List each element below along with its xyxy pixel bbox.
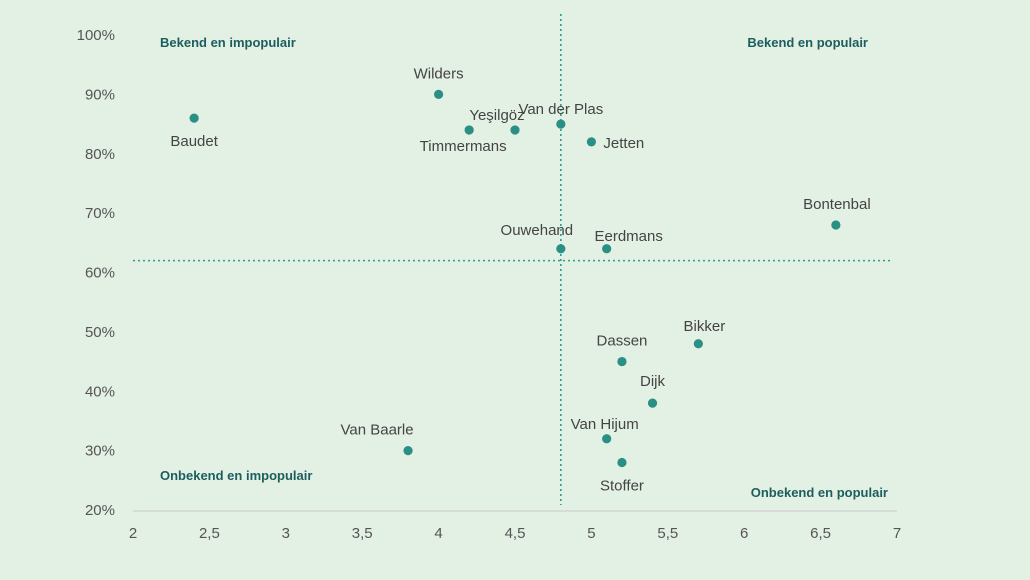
y-tick-label: 50% — [85, 324, 115, 341]
data-point — [586, 137, 597, 147]
data-point — [647, 398, 658, 408]
x-tick-label: 4,5 — [505, 525, 526, 542]
data-label: Dassen — [597, 333, 648, 350]
y-tick-label: 60% — [85, 265, 115, 282]
x-tick-label: 6 — [740, 525, 748, 542]
data-point — [602, 434, 612, 444]
x-tick-label: 6,5 — [810, 525, 831, 542]
data-point — [403, 446, 413, 456]
y-tick-label: 40% — [85, 383, 115, 400]
data-label: Bikker — [684, 318, 726, 335]
data-label: Bontenbal — [803, 196, 871, 213]
data-label: Baudet — [170, 133, 218, 150]
data-point — [464, 125, 474, 135]
x-tick-label: 7 — [893, 525, 901, 542]
y-tick-label: 90% — [85, 86, 115, 103]
data-label: Van Hijum — [571, 416, 639, 433]
data-label: Van der Plas — [518, 101, 603, 118]
data-point — [434, 89, 444, 99]
quadrant-bottom-right: Onbekend en populair — [751, 485, 888, 500]
x-tick-label: 3 — [282, 525, 290, 542]
quadrant-labels: Bekend en impopulair Bekend en populair … — [160, 35, 888, 500]
x-tick-label: 5,5 — [657, 525, 678, 542]
data-label: Wilders — [414, 65, 464, 82]
data-label: Timmermans — [420, 138, 507, 155]
data-label: Dijk — [640, 373, 665, 390]
y-tick-label: 100% — [77, 27, 115, 44]
y-tick-label: 70% — [85, 205, 115, 222]
data-point — [602, 244, 612, 254]
x-tick-label: 5 — [587, 525, 595, 542]
x-tick-label: 3,5 — [352, 525, 373, 542]
data-label: Yeşilgöz — [469, 107, 524, 124]
quadrant-top-right: Bekend en populair — [747, 35, 868, 50]
data-label: Van Baarle — [340, 422, 413, 439]
y-tick-label: 20% — [85, 502, 115, 519]
y-tick-label: 30% — [85, 443, 115, 460]
quadrant-bottom-left: Onbekend en impopulair — [160, 468, 312, 483]
x-tick-label: 4 — [434, 525, 442, 542]
y-tick-label: 80% — [85, 146, 115, 163]
x-axis-ticks: 2 2,5 3 3,5 4 4,5 5 5,5 6 6,5 7 — [129, 525, 901, 542]
x-tick-label: 2,5 — [199, 525, 220, 542]
data-point — [556, 119, 566, 129]
data-point — [556, 244, 566, 254]
quadrant-top-left: Bekend en impopulair — [160, 35, 296, 50]
y-axis-ticks: 20% 30% 40% 50% 60% 70% 80% 90% 100% — [77, 27, 115, 519]
data-point — [617, 356, 627, 367]
data-point — [510, 125, 520, 135]
data-label: Ouwehand — [501, 222, 574, 239]
data-point — [617, 457, 627, 468]
data-point — [693, 339, 703, 349]
data-point — [831, 220, 841, 230]
data-label: Jetten — [603, 135, 644, 152]
x-tick-label: 2 — [129, 525, 137, 542]
data-label: Eerdmans — [594, 228, 662, 245]
data-label: Stoffer — [600, 478, 644, 495]
data-point — [189, 113, 199, 123]
